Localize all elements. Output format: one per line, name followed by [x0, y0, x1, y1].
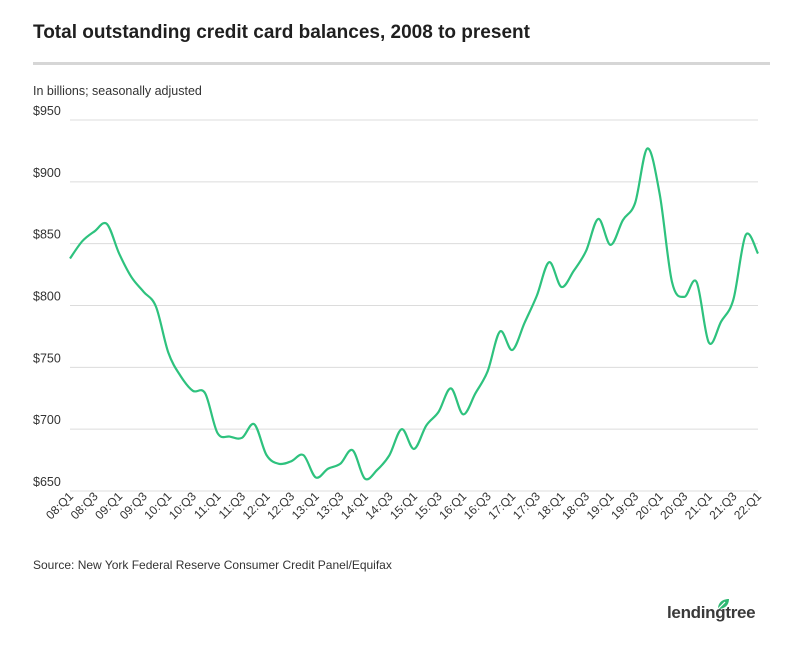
y-tick-label: $900 [33, 166, 61, 180]
y-tick-label: $950 [33, 104, 61, 118]
source-note: Source: New York Federal Reserve Consume… [33, 558, 392, 572]
title-divider [33, 62, 770, 65]
leaf-icon [717, 599, 729, 610]
x-tick-label: 11:Q1 [191, 489, 224, 522]
y-tick-label: $750 [33, 351, 61, 365]
y-tick-label: $800 [33, 290, 61, 304]
y-tick-label: $850 [33, 228, 61, 242]
chart-title: Total outstanding credit card balances, … [33, 22, 530, 43]
x-tick-label: 10:Q3 [166, 489, 199, 522]
y-tick-label: $700 [33, 413, 61, 427]
chart-subtitle: In billions; seasonally adjusted [33, 84, 202, 98]
lendingtree-logo: lendingtree [667, 603, 756, 623]
brand-name: lendingtree [667, 603, 756, 622]
y-tick-label: $650 [33, 475, 61, 489]
balance-series-line [69, 147, 759, 481]
x-tick-label: 22:Q1 [731, 489, 764, 522]
